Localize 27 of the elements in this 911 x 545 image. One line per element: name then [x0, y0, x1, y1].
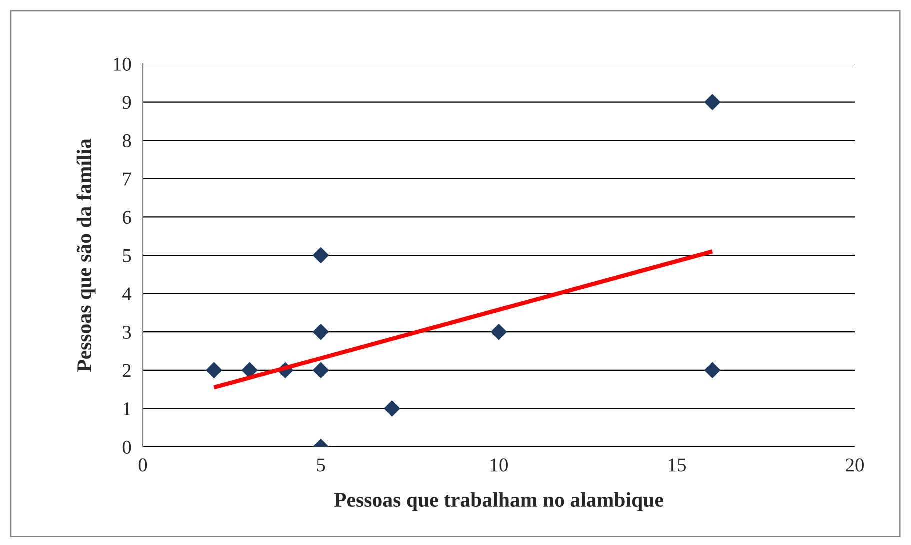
y-tick-label: 5: [123, 250, 132, 262]
y-tick-label: 6: [123, 211, 132, 224]
y-tick-label: 9: [122, 96, 132, 110]
point: [704, 362, 721, 378]
y-tick-label: 4: [122, 288, 132, 301]
point: [312, 324, 330, 340]
x-tick-label: 10: [490, 458, 508, 472]
x-tick-label: 0: [138, 458, 148, 472]
x-tick-label: 5: [317, 458, 326, 472]
point: [312, 247, 330, 264]
x-tick-label: 15: [668, 458, 686, 472]
y-axis-title: Pessoas que são da família: [76, 138, 96, 372]
point: [384, 400, 400, 417]
point: [206, 362, 222, 378]
y-tick-label: 2: [123, 364, 131, 378]
point: [704, 94, 721, 110]
y-tick-label: 1: [124, 402, 131, 416]
x-axis-title: Pessoas que trabalham no alambique: [334, 492, 664, 512]
x-tick-label: 20: [846, 458, 864, 472]
y-tick-label: 7: [123, 172, 132, 186]
point: [312, 362, 330, 378]
y-tick-label: 10: [114, 58, 132, 71]
point: [242, 362, 258, 378]
y-tick-label: 8: [122, 134, 132, 148]
point: [490, 324, 508, 340]
y-tick-label: 3: [123, 326, 132, 340]
y-tick-label: 0: [122, 440, 132, 454]
